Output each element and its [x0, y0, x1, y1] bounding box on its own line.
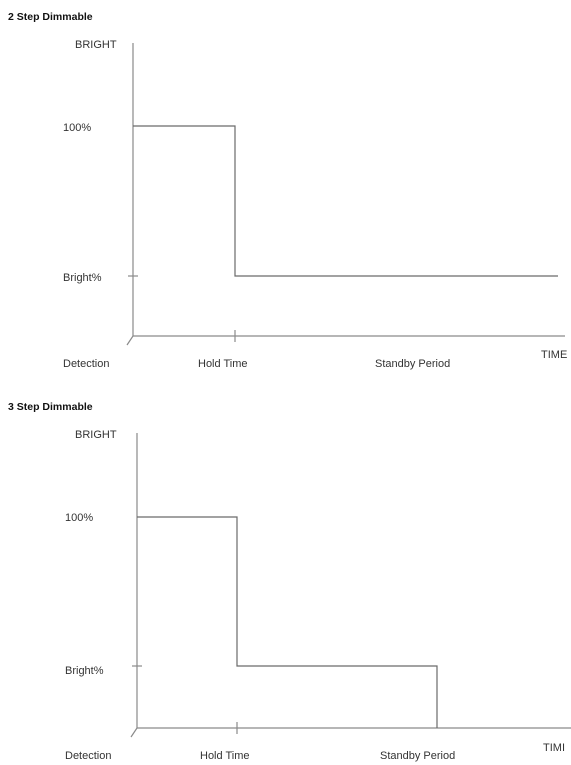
- chart-title-2-step: 2 Step Dimmable: [8, 11, 93, 23]
- origin-tick: [126, 335, 134, 346]
- y-tick-label-bright: Bright%: [63, 272, 102, 284]
- brightness-line: [137, 516, 438, 728]
- y-tick-label-100: 100%: [65, 512, 93, 524]
- y-tick-label-bright: Bright%: [65, 665, 104, 677]
- x-axis-label: TIME: [541, 349, 567, 361]
- chart-2-step-dimmable: BRIGHT 100% Bright% Detection Hold Time …: [63, 39, 567, 370]
- chart-3-step-dimmable: BRIGHT 100% Bright% Detection Hold Time …: [65, 429, 571, 762]
- y-axis-label: BRIGHT: [75, 429, 117, 441]
- y-tick-label-100: 100%: [63, 122, 91, 134]
- x-axis-label: TIMI: [543, 742, 565, 754]
- x-tick-label-standby: Standby Period: [375, 358, 450, 370]
- x-tick-label-hold-time: Hold Time: [200, 750, 250, 762]
- y-axis-label: BRIGHT: [75, 39, 117, 51]
- x-tick-label-standby: Standby Period: [380, 750, 455, 762]
- x-tick-label-detection: Detection: [63, 358, 109, 370]
- x-tick-label-detection: Detection: [65, 750, 111, 762]
- x-tick-label-hold-time: Hold Time: [198, 358, 248, 370]
- origin-tick: [130, 727, 138, 738]
- chart-title-3-step: 3 Step Dimmable: [8, 401, 93, 413]
- brightness-line: [133, 125, 558, 277]
